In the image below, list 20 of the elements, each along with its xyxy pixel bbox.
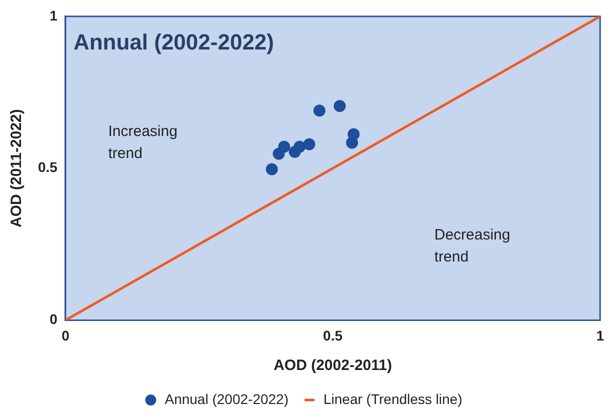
point <box>313 104 326 117</box>
y-tick-label: 1 <box>50 7 58 24</box>
y-axis-title: AOD (2011-2022) <box>8 109 26 228</box>
x-tick-label: 0.5 <box>323 327 343 344</box>
x-axis-title: AOD (2002-2011) <box>274 357 392 374</box>
text: Annual (2002-2022) <box>73 29 274 54</box>
point <box>266 163 278 176</box>
legend-label: Linear (Trendless line) <box>324 390 462 407</box>
point <box>294 140 306 153</box>
annotation: Decreasing trend <box>434 226 510 266</box>
legend-label: Annual (2002-2022) <box>164 390 289 407</box>
y-tick-label: 0 <box>50 311 58 328</box>
y-tick-label: 0.5 <box>38 159 58 176</box>
x-tick-label: 0 <box>62 327 70 344</box>
point <box>346 136 358 149</box>
x-tick-label: 1 <box>596 327 604 344</box>
point <box>334 100 346 112</box>
point <box>278 140 290 153</box>
annotation: Increasing trend <box>108 122 178 162</box>
point <box>303 138 316 150</box>
